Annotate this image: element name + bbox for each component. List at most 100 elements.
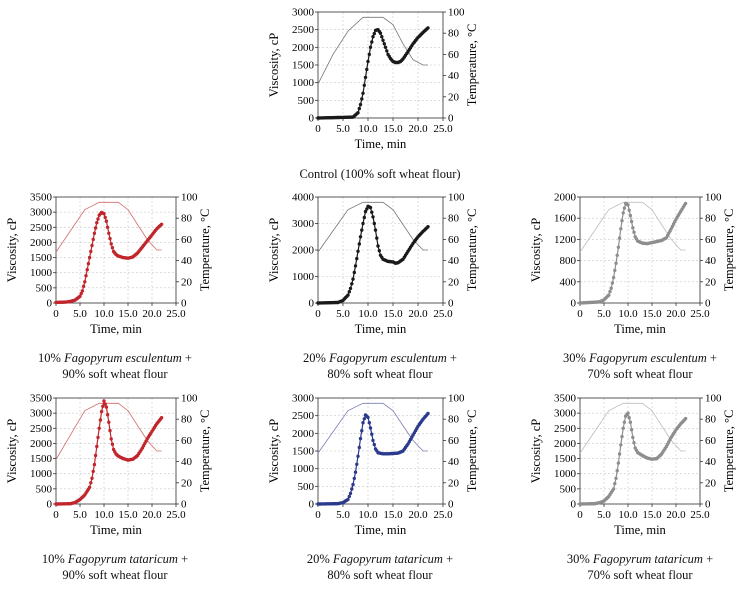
viscosity-point: [621, 211, 625, 215]
y2-tick-label: 40: [181, 456, 193, 468]
caption-text-pre: 30%: [563, 351, 590, 365]
y2-tick-label: 60: [705, 435, 717, 447]
caption-text-pre: Control (100% soft wheat flour): [299, 167, 461, 181]
x-tick-label: 5.0: [336, 308, 350, 320]
temperature-series-line: [55, 201, 162, 253]
viscosity-point: [426, 225, 430, 229]
viscosity-point: [104, 219, 109, 223]
viscosity-point: [80, 289, 85, 293]
plot-frame: [579, 397, 701, 505]
x-tick-label: 0: [315, 308, 321, 320]
y2-tick-label: 40: [181, 255, 193, 267]
y-tick-label: 2000: [292, 428, 315, 440]
y-axis-label: Viscosity, cP: [267, 419, 281, 483]
y-tick-label: 1600: [554, 213, 577, 225]
y2-tick-label: 0: [448, 113, 454, 125]
viscosity-point: [372, 442, 376, 447]
y2-tick-label: 20: [448, 276, 460, 288]
y2-tick-label: 80: [705, 414, 717, 426]
plot-frame: [55, 196, 177, 304]
y2-tick-label: 40: [705, 255, 717, 267]
y-tick-label: 2500: [30, 222, 53, 234]
y-axis-label: Viscosity, cP: [267, 218, 281, 282]
viscosity-point: [626, 411, 630, 415]
caption-text-post: +: [442, 552, 454, 566]
x-axis-label: Time, min: [355, 137, 407, 151]
viscosity-series: [316, 204, 430, 305]
caption-text-post: +: [446, 351, 457, 365]
caption-line: 90% soft wheat flour: [0, 567, 245, 583]
y2-tick-label: 80: [181, 213, 193, 225]
viscosity-point: [622, 206, 627, 210]
temperature-series-line: [317, 201, 428, 253]
viscosity-point: [350, 282, 354, 286]
x-tick-label: 10.0: [618, 308, 638, 320]
x-tick-label: 0: [577, 308, 583, 320]
viscosity-series: [54, 210, 164, 305]
y2-tick-label: 80: [448, 28, 460, 40]
viscosity-point: [351, 277, 355, 281]
y-axis-label: Viscosity, cP: [267, 33, 281, 97]
y2-tick-label: 80: [181, 414, 193, 426]
caption-text-post: +: [702, 552, 714, 566]
temperature-series-line: [55, 402, 162, 460]
y2-tick-label: 60: [448, 435, 460, 447]
viscosity-point: [107, 420, 111, 424]
temperature-series-line: [579, 201, 686, 253]
viscosity-point: [629, 428, 634, 432]
viscosity-point: [622, 420, 627, 424]
viscosity-point: [358, 235, 363, 239]
y2-tick-label: 40: [448, 70, 460, 82]
y-tick-label: 1500: [292, 60, 315, 72]
viscosity-point: [426, 411, 430, 416]
viscosity-series-line: [55, 398, 163, 505]
viscosity-point: [366, 415, 370, 420]
caption-line: 80% soft wheat flour: [250, 567, 510, 583]
viscosity-point: [362, 215, 366, 220]
viscosity-point: [78, 294, 82, 298]
viscosity-point: [363, 75, 368, 80]
viscosity-point: [371, 438, 375, 443]
y2-tick-label: 60: [448, 234, 460, 246]
viscosity-point: [616, 461, 621, 465]
temperature-series-line: [317, 402, 428, 454]
viscosity-point: [358, 436, 363, 441]
viscosity-point: [159, 416, 164, 420]
y2-tick-label: 20: [705, 276, 717, 288]
caption-line: 10% Fagopyrum tataricum +: [0, 551, 245, 567]
viscosity-point: [103, 215, 107, 220]
viscosity-point: [351, 482, 355, 487]
viscosity-point: [159, 222, 164, 226]
caption-text-post: +: [177, 552, 189, 566]
viscosity-point: [352, 270, 356, 275]
y-tick-label: 2000: [30, 438, 53, 450]
viscosity-point: [356, 111, 360, 115]
viscosity-point: [611, 487, 616, 491]
x-tick-label: 0: [577, 509, 583, 521]
y2-tick-label: 0: [448, 298, 454, 310]
viscosity-point: [93, 453, 98, 458]
viscosity-point: [109, 437, 113, 441]
viscosity-point: [628, 213, 633, 218]
caption-line: 80% soft wheat flour: [250, 366, 510, 382]
viscosity-point: [367, 52, 371, 57]
viscosity-point: [353, 470, 358, 474]
y2-tick-label: 60: [181, 435, 193, 447]
y-tick-label: 0: [571, 298, 577, 310]
x-tick-label: 15.0: [383, 509, 403, 521]
caption-text-ital: Fagopyrum tataricum: [332, 552, 443, 566]
viscosity-point: [92, 231, 97, 235]
x-tick-label: 15.0: [118, 509, 138, 521]
viscosity-point: [375, 236, 379, 240]
viscosity-point: [365, 67, 369, 72]
y-tick-label: 2000: [554, 438, 577, 450]
caption-text-ital: Fagopyrum tataricum: [592, 552, 703, 566]
x-tick-label: 5.0: [597, 308, 611, 320]
viscosity-point: [383, 45, 388, 49]
x-axis-label: Time, min: [355, 322, 407, 336]
viscosity-point: [608, 289, 612, 294]
caption-text-pre: 70% soft wheat flour: [587, 367, 693, 381]
y2-tick-label: 20: [448, 91, 460, 103]
